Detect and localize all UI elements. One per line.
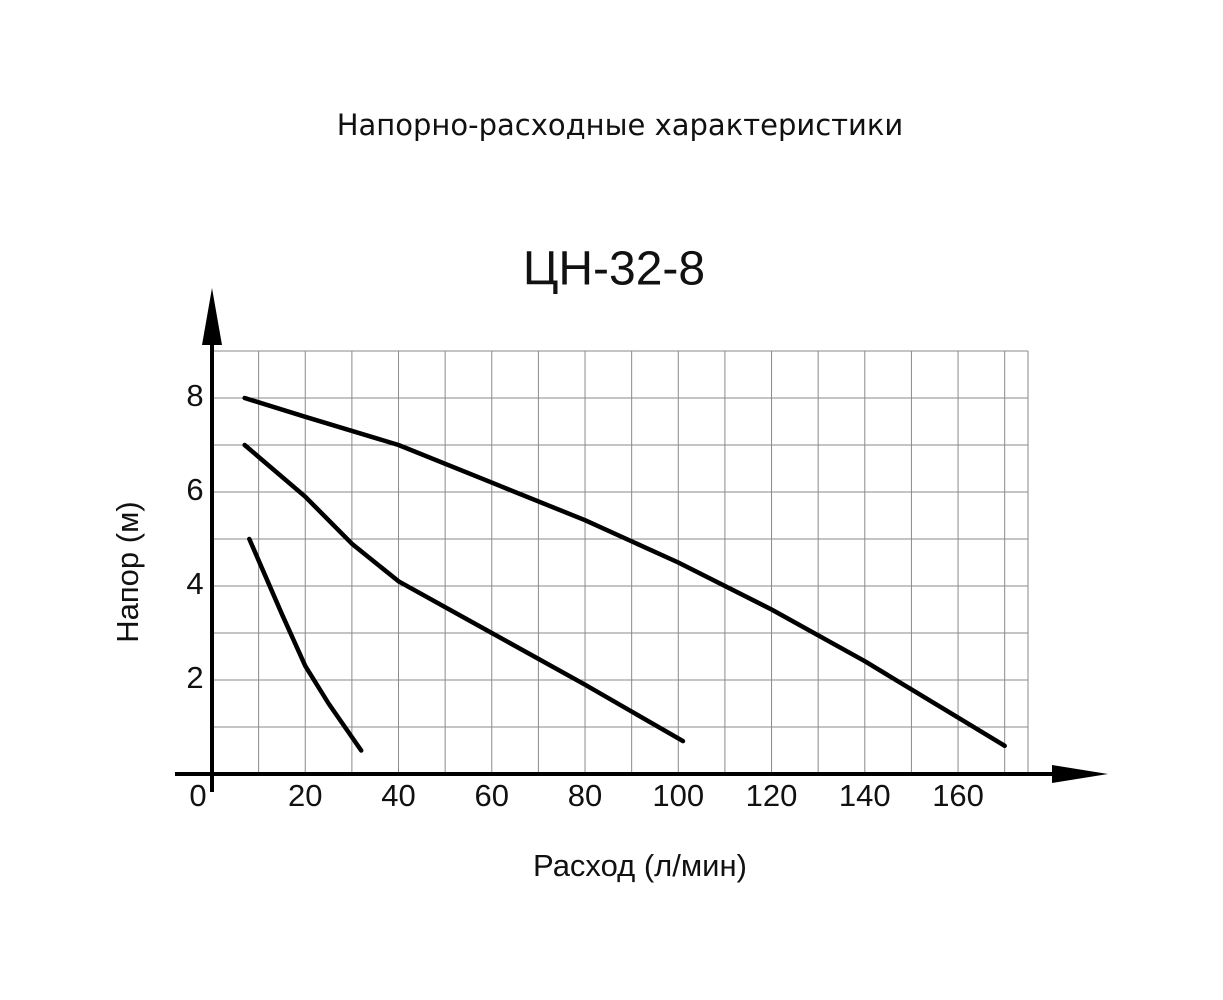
- chart-title: ЦН-32-8: [523, 243, 705, 296]
- x-tick-label: 60: [475, 778, 509, 813]
- y-axis-label: Напор (м): [110, 501, 145, 642]
- x-tick-label: 20: [288, 778, 322, 813]
- page-heading: Напорно-расходные характеристики: [337, 108, 904, 142]
- curve: [242, 442, 686, 744]
- curve: [242, 395, 1007, 749]
- curves: [242, 395, 1007, 753]
- x-axis-label: Расход (л/мин): [533, 848, 747, 883]
- y-axis-arrow: [202, 288, 222, 345]
- x-tick-label: 0: [189, 778, 206, 813]
- curve: [247, 536, 364, 753]
- x-tick-label: 40: [381, 778, 415, 813]
- x-tick-label: 120: [746, 778, 798, 813]
- y-tick-label: 6: [186, 472, 203, 507]
- x-tick-label: 80: [568, 778, 602, 813]
- x-tick-label: 140: [839, 778, 891, 813]
- x-axis-arrow: [1052, 765, 1108, 783]
- y-tick-label: 4: [186, 566, 203, 601]
- grid: [212, 350, 1029, 774]
- y-tick-label: 2: [186, 660, 203, 695]
- x-tick-label: 160: [932, 778, 984, 813]
- y-tick-label: 8: [186, 378, 203, 413]
- x-tick-label: 100: [652, 778, 704, 813]
